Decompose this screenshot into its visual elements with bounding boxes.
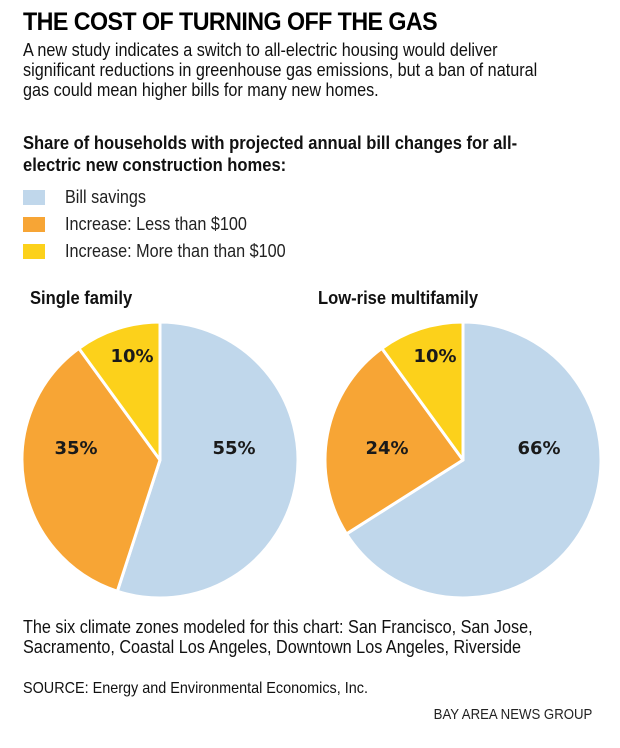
legend-label: Increase: More than than $100 bbox=[65, 241, 286, 261]
pie-slice-increase-more-than-than-100 bbox=[380, 320, 465, 462]
pie-title-low-rise-multifamily: Low-rise multifamily bbox=[318, 288, 479, 308]
pie-slice-label: 10% bbox=[110, 346, 153, 367]
legend-swatch bbox=[23, 190, 45, 205]
chart-headline: THE COST OF TURNING OFF THE GAS bbox=[23, 8, 438, 36]
pie-slice-label: 66% bbox=[517, 438, 560, 459]
intro-text: A new study indicates a switch to all-el… bbox=[23, 40, 538, 100]
pie-slice-increase-less-than-100 bbox=[20, 346, 162, 593]
pie-slice-bill-savings bbox=[115, 320, 300, 600]
legend: Bill savings Increase: Less than $100 In… bbox=[23, 184, 310, 265]
legend-item-bill-savings: Bill savings bbox=[23, 184, 310, 211]
legend-label: Bill savings bbox=[65, 187, 147, 207]
pie-slice-label: 35% bbox=[54, 438, 97, 459]
pie-low-rise-multifamily: 66% 24% 10% bbox=[323, 320, 603, 600]
pie-slice-increase-less-than-100 bbox=[323, 346, 465, 536]
chart-subhead: Share of households with projected annua… bbox=[23, 133, 518, 175]
credit-line: BAY AREA NEWS GROUP bbox=[433, 706, 592, 723]
pie-slice-label: 24% bbox=[365, 438, 408, 459]
pie-single-family: 55% 35% 10% bbox=[20, 320, 300, 600]
legend-item-increase-less-100: Increase: Less than $100 bbox=[23, 211, 310, 238]
legend-item-increase-more-100: Increase: More than than $100 bbox=[23, 238, 310, 265]
pie-title-single-family: Single family bbox=[30, 288, 133, 308]
climate-zones-note: The six climate zones modeled for this c… bbox=[23, 617, 533, 657]
legend-label: Increase: Less than $100 bbox=[65, 214, 247, 234]
source-line: SOURCE: Energy and Environmental Economi… bbox=[23, 680, 368, 697]
pie-slice-bill-savings bbox=[344, 320, 603, 600]
pie-slice-label: 10% bbox=[413, 346, 456, 367]
pie-slice-label: 55% bbox=[212, 438, 255, 459]
pie-slice-increase-more-than-than-100 bbox=[77, 320, 162, 462]
legend-swatch bbox=[23, 217, 45, 232]
legend-swatch bbox=[23, 244, 45, 259]
